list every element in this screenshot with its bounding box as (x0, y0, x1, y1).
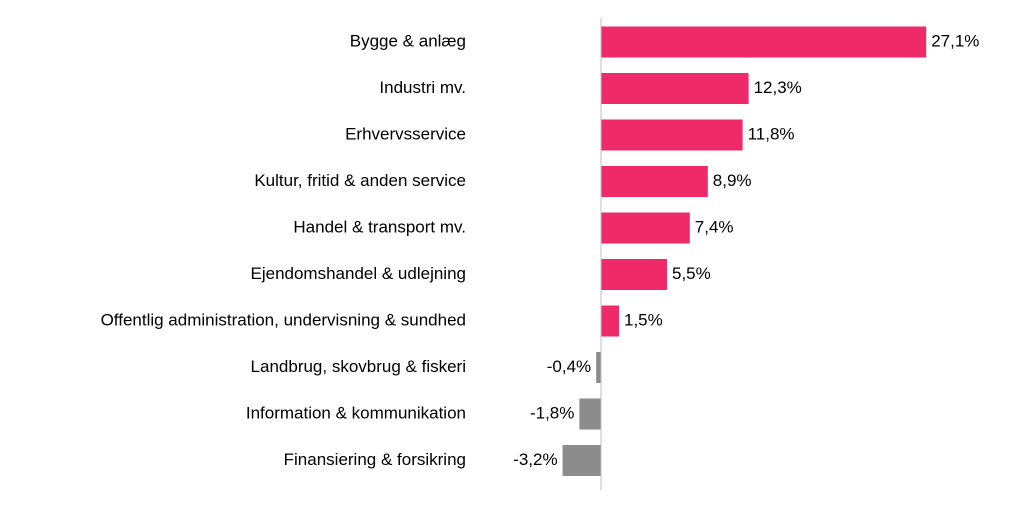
value-label: -3,2% (513, 450, 557, 469)
category-label: Industri mv. (379, 78, 466, 97)
bar (601, 166, 708, 197)
value-label: 7,4% (695, 217, 734, 236)
bar (562, 445, 601, 476)
value-labels: 27,1% 12,3% 11,8% 8,9% 7,4% 5,5% 1,5% -0,4% -1,8… (513, 31, 979, 469)
category-label: Bygge & anlæg (350, 31, 466, 50)
bar (601, 26, 927, 58)
bar (596, 352, 601, 383)
bar (601, 73, 749, 104)
bar (601, 305, 619, 337)
category-label: Landbrug, skovbrug & fiskeri (251, 357, 466, 376)
value-label: 5,5% (672, 264, 711, 283)
bar (579, 398, 601, 430)
category-label: Erhvervsservice (345, 124, 466, 143)
value-label: 11,8% (748, 124, 795, 143)
value-label: 1,5% (624, 310, 663, 329)
category-label: Offentlig administration, undervisning &… (101, 310, 466, 329)
bar (601, 259, 667, 290)
category-label: Ejendomshandel & udlejning (251, 264, 467, 283)
value-label: -1,8% (530, 403, 574, 422)
category-label: Kultur, fritid & anden service (254, 171, 466, 190)
value-label: 8,9% (713, 171, 752, 190)
value-label: -0,4% (547, 357, 591, 376)
value-label: 12,3% (754, 78, 802, 97)
category-label: Finansiering & forsikring (284, 450, 466, 469)
category-labels: Bygge & anlæg Industri mv. Erhvervsservice… (101, 31, 466, 469)
category-label: Handel & transport mv. (293, 217, 466, 236)
bar (601, 119, 743, 151)
bar (601, 212, 690, 244)
value-label: 27,1% (931, 31, 979, 50)
category-label: Information & kommunikation (246, 403, 466, 422)
bars (562, 26, 927, 476)
